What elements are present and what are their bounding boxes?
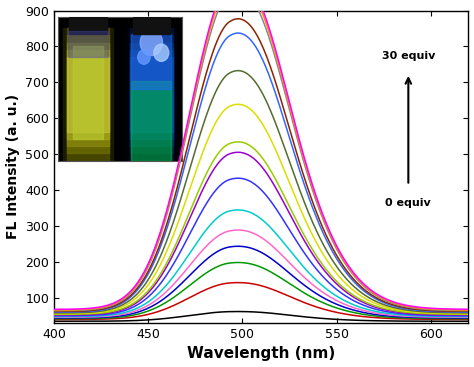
Y-axis label: FL Intensity (a. u.): FL Intensity (a. u.) <box>6 94 19 239</box>
Text: 30 equiv: 30 equiv <box>382 51 435 61</box>
X-axis label: Wavelength (nm): Wavelength (nm) <box>187 346 335 361</box>
Text: 0 equiv: 0 equiv <box>385 198 431 208</box>
